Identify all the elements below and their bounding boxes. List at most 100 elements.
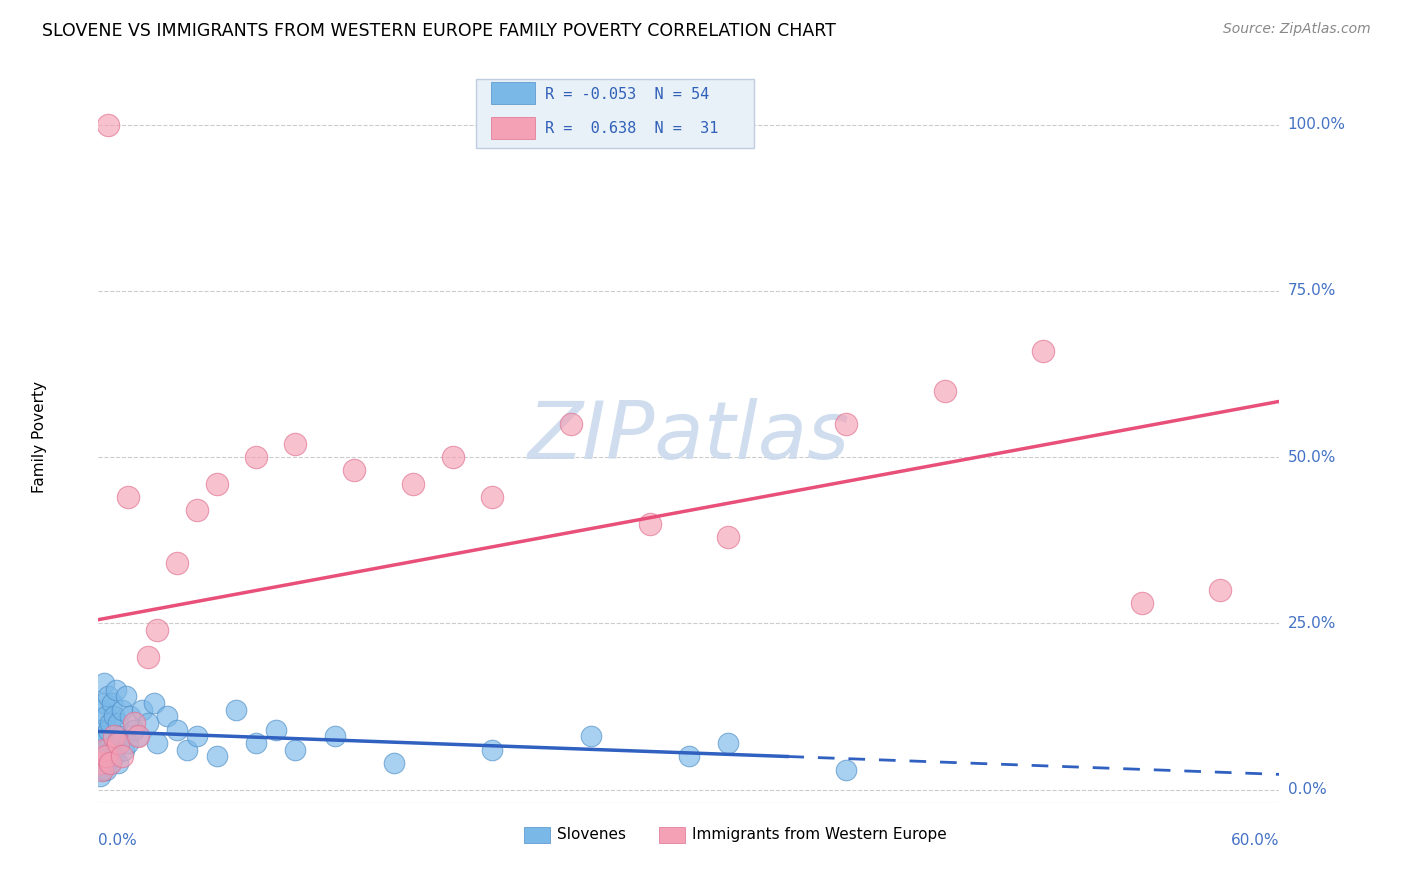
Point <box>112 742 135 756</box>
Text: Family Poverty: Family Poverty <box>32 381 46 493</box>
Point <box>93 696 115 710</box>
Point <box>103 749 125 764</box>
Point <box>103 709 125 723</box>
Point <box>284 436 307 450</box>
Point <box>111 749 134 764</box>
Point <box>264 723 287 737</box>
Text: 0.0%: 0.0% <box>98 833 138 848</box>
Point <box>245 736 267 750</box>
Point <box>107 756 129 770</box>
Point <box>560 417 582 431</box>
Text: ZIPatlas: ZIPatlas <box>527 398 851 476</box>
Point <box>97 723 120 737</box>
Text: Immigrants from Western Europe: Immigrants from Western Europe <box>693 828 948 842</box>
Text: 0.0%: 0.0% <box>1288 782 1326 797</box>
Point <box>105 736 128 750</box>
Point <box>136 716 159 731</box>
Point <box>579 729 602 743</box>
Point <box>89 756 111 770</box>
Point <box>93 676 115 690</box>
Point <box>96 749 118 764</box>
Point <box>91 763 114 777</box>
Point <box>835 763 858 777</box>
Point <box>117 490 139 504</box>
Point <box>122 723 145 737</box>
Point <box>146 736 169 750</box>
Text: Slovenes: Slovenes <box>557 828 626 842</box>
Point <box>142 696 165 710</box>
Point <box>105 682 128 697</box>
Point <box>717 736 740 750</box>
Point <box>441 450 464 464</box>
Point <box>117 736 139 750</box>
Point <box>1130 596 1153 610</box>
Point <box>115 690 138 704</box>
Point <box>166 723 188 737</box>
Point <box>225 703 247 717</box>
Point <box>934 384 956 398</box>
Bar <box>491 117 536 138</box>
Text: R =  0.638  N =  31: R = 0.638 N = 31 <box>546 121 718 136</box>
Text: 50.0%: 50.0% <box>1288 450 1336 465</box>
Point <box>101 696 124 710</box>
Point <box>122 716 145 731</box>
Text: Source: ZipAtlas.com: Source: ZipAtlas.com <box>1223 22 1371 37</box>
Point <box>127 729 149 743</box>
Point <box>186 503 208 517</box>
Point <box>107 716 129 731</box>
Text: 75.0%: 75.0% <box>1288 284 1336 298</box>
Bar <box>523 827 550 843</box>
Point <box>89 769 111 783</box>
Point <box>402 476 425 491</box>
Point <box>835 417 858 431</box>
Point <box>101 742 124 756</box>
Point <box>638 516 661 531</box>
Point <box>111 703 134 717</box>
Point <box>93 742 115 756</box>
Point <box>98 756 121 770</box>
Point <box>97 749 120 764</box>
Point <box>127 729 149 743</box>
Point <box>96 742 118 756</box>
Point <box>118 709 141 723</box>
Point <box>146 623 169 637</box>
Text: 25.0%: 25.0% <box>1288 615 1336 631</box>
Point <box>97 118 120 132</box>
Point <box>166 557 188 571</box>
Point <box>678 749 700 764</box>
Point <box>156 709 179 723</box>
Point <box>97 690 120 704</box>
Bar <box>491 82 536 104</box>
Text: 60.0%: 60.0% <box>1232 833 1279 848</box>
Point <box>717 530 740 544</box>
Point <box>245 450 267 464</box>
Point <box>96 709 118 723</box>
Point <box>481 490 503 504</box>
Point <box>284 742 307 756</box>
Point <box>131 703 153 717</box>
Point <box>1032 343 1054 358</box>
Point <box>107 736 129 750</box>
Point <box>186 729 208 743</box>
Text: 100.0%: 100.0% <box>1288 117 1346 132</box>
Point <box>1209 582 1232 597</box>
FancyBboxPatch shape <box>477 78 754 148</box>
Point <box>98 756 121 770</box>
Text: R = -0.053  N = 54: R = -0.053 N = 54 <box>546 87 709 102</box>
Point <box>108 729 131 743</box>
Text: SLOVENE VS IMMIGRANTS FROM WESTERN EUROPE FAMILY POVERTY CORRELATION CHART: SLOVENE VS IMMIGRANTS FROM WESTERN EUROP… <box>42 22 837 40</box>
Point <box>205 749 228 764</box>
Point <box>89 723 111 737</box>
Point <box>343 463 366 477</box>
Point <box>93 756 115 770</box>
Bar <box>659 827 685 843</box>
Point <box>98 716 121 731</box>
Point <box>93 729 115 743</box>
Point <box>91 703 114 717</box>
Point <box>382 756 405 770</box>
Point <box>103 729 125 743</box>
Point <box>91 736 114 750</box>
Point <box>481 742 503 756</box>
Point <box>323 729 346 743</box>
Point <box>176 742 198 756</box>
